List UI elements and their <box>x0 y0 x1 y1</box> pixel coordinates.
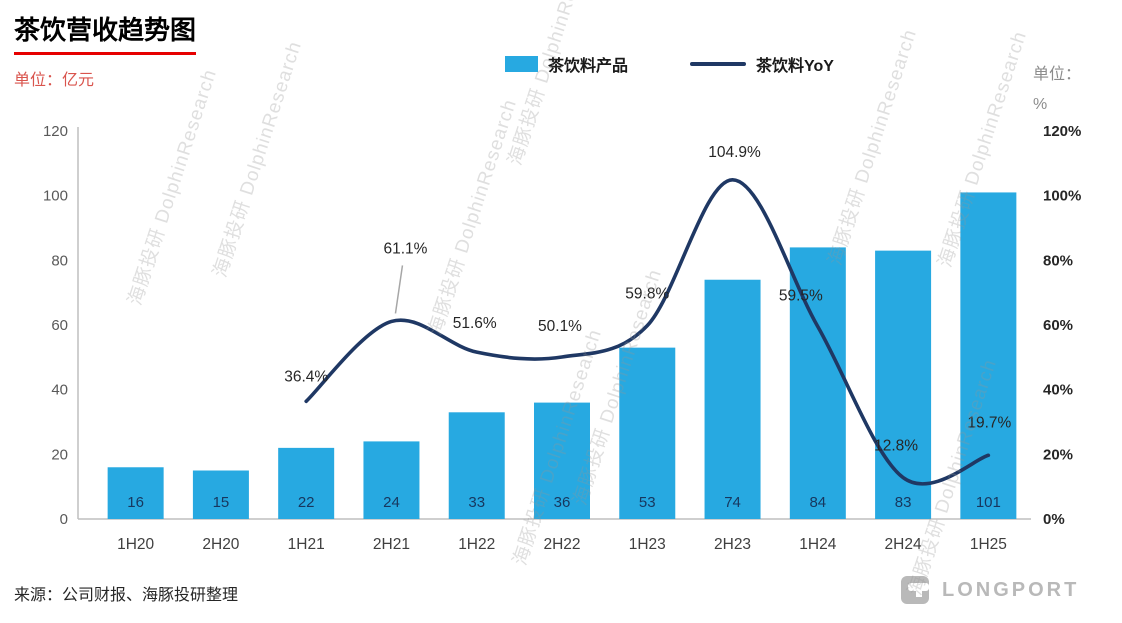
svg-text:2H22: 2H22 <box>543 536 580 553</box>
svg-text:20%: 20% <box>1043 446 1073 463</box>
svg-text:100: 100 <box>43 188 68 205</box>
svg-text:2H21: 2H21 <box>373 536 410 553</box>
longport-logo-icon <box>901 576 929 604</box>
bar <box>363 441 420 519</box>
label-leader-line <box>394 265 404 314</box>
x-axis-labels: 1H20 2H20 1H21 2H21 1H22 2H22 1H23 2H23 1H24 2H24… <box>117 536 1007 553</box>
bar <box>107 467 164 519</box>
legend: 茶饮料产品 茶饮料YoY <box>505 52 834 76</box>
svg-text:2H24: 2H24 <box>885 536 922 553</box>
svg-text:101: 101 <box>976 494 1001 511</box>
svg-text:2H20: 2H20 <box>202 536 239 553</box>
svg-text:80: 80 <box>51 252 68 269</box>
svg-text:1H24: 1H24 <box>799 536 836 553</box>
svg-text:74: 74 <box>724 494 741 511</box>
bar <box>534 402 590 519</box>
svg-text:36.4%: 36.4% <box>284 368 328 385</box>
bar <box>875 250 932 519</box>
legend-bar-label: 茶饮料产品 <box>548 58 629 75</box>
left-axis-unit: 单位：亿元 <box>14 72 95 89</box>
line-series-swatch <box>690 62 747 66</box>
svg-text:19.7%: 19.7% <box>967 414 1011 431</box>
bar <box>192 470 249 519</box>
svg-text:2H23: 2H23 <box>714 536 751 553</box>
legend-line-label: 茶饮料YoY <box>756 58 834 75</box>
source-note: 来源：公司财报、海豚投研整理 <box>14 587 239 604</box>
legend-item-bar: 茶饮料产品 <box>505 52 628 76</box>
svg-text:0: 0 <box>60 511 68 528</box>
yoy-point-labels: 36.4% 61.1% 51.6% 50.1% 59.8% 104.9% 59.5% 12.8… <box>284 144 1011 455</box>
yoy-line <box>304 178 991 486</box>
svg-text:60: 60 <box>51 317 68 334</box>
svg-text:40%: 40% <box>1043 382 1073 399</box>
right-axis-unit-prefix: 单位： <box>1033 66 1082 83</box>
bar <box>960 192 1017 519</box>
svg-text:59.8%: 59.8% <box>625 286 669 303</box>
svg-text:59.5%: 59.5% <box>779 288 823 305</box>
svg-text:40: 40 <box>51 382 68 399</box>
bar-series-swatch <box>505 56 538 72</box>
svg-text:100%: 100% <box>1043 188 1081 205</box>
svg-text:120%: 120% <box>1043 123 1081 140</box>
svg-text:120: 120 <box>43 123 68 140</box>
right-axis-ticks: 0% 20% 40% 60% 80% 100% 120% <box>1043 123 1081 528</box>
longport-logo: LONGPORT <box>900 575 1079 605</box>
svg-text:83: 83 <box>895 494 912 511</box>
svg-text:33: 33 <box>468 494 485 511</box>
svg-text:22: 22 <box>298 494 315 511</box>
svg-text:104.9%: 104.9% <box>708 144 761 161</box>
svg-text:51.6%: 51.6% <box>453 315 497 332</box>
svg-text:84: 84 <box>809 494 826 511</box>
legend-item-line: 茶饮料YoY <box>690 52 834 76</box>
bar <box>704 279 761 519</box>
longport-logo-text: LONGPORT <box>942 578 1080 601</box>
svg-text:24: 24 <box>383 494 400 511</box>
right-axis-unit: 单位： % <box>1033 60 1081 120</box>
svg-text:15: 15 <box>213 494 230 511</box>
svg-text:0%: 0% <box>1043 511 1065 528</box>
svg-text:80%: 80% <box>1043 252 1073 269</box>
svg-text:36: 36 <box>554 494 571 511</box>
bar <box>448 412 505 519</box>
svg-text:53: 53 <box>639 494 656 511</box>
svg-text:20: 20 <box>51 446 68 463</box>
svg-text:16: 16 <box>127 494 144 511</box>
page-title: 茶饮营收趋势图 <box>14 10 197 55</box>
svg-text:1H20: 1H20 <box>117 536 154 553</box>
svg-text:50.1%: 50.1% <box>538 318 582 335</box>
svg-text:12.8%: 12.8% <box>874 438 918 455</box>
right-axis-unit-symbol: % <box>1033 96 1048 113</box>
bar <box>278 447 335 519</box>
left-axis-ticks: 0 20 40 60 80 100 120 <box>43 123 68 528</box>
svg-text:60%: 60% <box>1043 317 1073 334</box>
svg-text:1H23: 1H23 <box>629 536 666 553</box>
svg-text:61.1%: 61.1% <box>383 240 427 257</box>
svg-text:1H25: 1H25 <box>970 536 1007 553</box>
svg-text:1H21: 1H21 <box>288 536 325 553</box>
bar <box>619 347 676 519</box>
bar-value-labels: 16 15 22 24 33 36 53 74 84 83 101 <box>127 494 1001 511</box>
svg-text:1H22: 1H22 <box>458 536 495 553</box>
